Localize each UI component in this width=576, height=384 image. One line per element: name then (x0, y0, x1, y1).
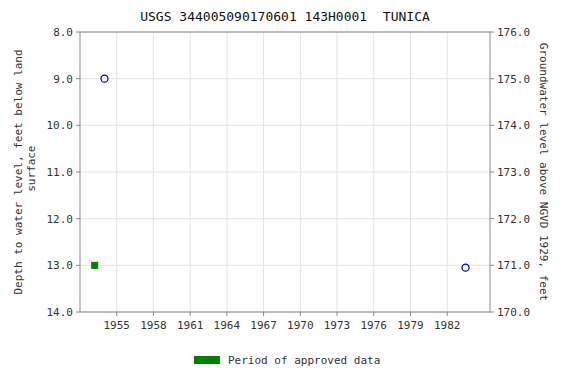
grid-line (80, 125, 490, 126)
tick-label: 172.0 (497, 213, 530, 226)
series (92, 262, 98, 268)
chart: 1955 1958 1961 1964 1967 1970 1973 1976 1979 1982… (0, 0, 576, 384)
tick-mark (76, 172, 80, 173)
tick-mark (490, 78, 494, 79)
tick-mark (76, 78, 80, 79)
y-axis-label-line: surface (25, 146, 38, 199)
tick-label: 13.0 (47, 259, 74, 272)
tick-label: 173.0 (497, 166, 530, 179)
tick-mark (300, 312, 301, 316)
grid-line (80, 78, 490, 79)
circle-marker (101, 75, 108, 82)
grid-line (80, 172, 490, 173)
tick-mark (76, 32, 80, 33)
y2-axis: 176.0 175.0 174.0 173.0 172.0 171.0 170.0 (490, 26, 530, 319)
tick-mark (490, 312, 494, 313)
grid-line (80, 265, 490, 266)
tick-mark (490, 218, 494, 219)
tick-label: 170.0 (497, 306, 530, 319)
tick-label: 1970 (287, 319, 314, 332)
y2-label-group: Groundwater level above NGVD 1929, feet (537, 43, 550, 301)
tick-mark (490, 125, 494, 126)
tick-mark (337, 312, 338, 316)
tick-label: 1955 (103, 319, 130, 332)
y-axis: 8.0 9.0 10.0 11.0 12.0 13.0 14.0 (47, 26, 81, 319)
tick-mark (153, 312, 154, 316)
tick-label: 1982 (434, 319, 461, 332)
tick-label: 11.0 (47, 166, 74, 179)
grid-line (80, 218, 490, 219)
title: USGS 344005090170601 143H0001 TUNICA (140, 9, 430, 24)
tick-label: 1976 (360, 319, 387, 332)
tick-label: 174.0 (497, 119, 530, 132)
tick-label: 8.0 (53, 26, 73, 39)
tick-mark (76, 312, 80, 313)
tick-label: 175.0 (497, 73, 530, 86)
circle-marker (462, 264, 469, 271)
tick-mark (190, 312, 191, 316)
tick-mark (447, 312, 448, 316)
y2-axis-label: Groundwater level above NGVD 1929, feet (537, 43, 550, 301)
grid (80, 32, 490, 312)
legend-label: Period of approved data (228, 354, 380, 367)
tick-mark (410, 312, 411, 316)
tick-label: 12.0 (47, 213, 74, 226)
tick-label: 10.0 (47, 119, 74, 132)
tick-mark (76, 125, 80, 126)
tick-label: 14.0 (47, 306, 74, 319)
tick-label: 171.0 (497, 259, 530, 272)
y-axis-label-line: Depth to water level, feet below land (12, 49, 25, 294)
tick-mark (490, 172, 494, 173)
square-marker (92, 262, 98, 268)
tick-label: 1958 (140, 319, 167, 332)
legend-swatch (194, 356, 220, 364)
tick-mark (373, 312, 374, 316)
y-axis-label: Depth to water level, feet below land su… (12, 49, 38, 294)
plot-frame (80, 32, 490, 312)
tick-label: 1973 (324, 319, 351, 332)
tick-mark (263, 312, 264, 316)
tick-mark (76, 218, 80, 219)
tick-mark (76, 265, 80, 266)
tick-mark (226, 312, 227, 316)
tick-label: 1967 (250, 319, 277, 332)
y-label-group: Depth to water level, feet below land su… (12, 49, 38, 294)
tick-mark (116, 312, 117, 316)
tick-label: 1979 (397, 319, 424, 332)
series (101, 75, 469, 271)
tick-mark (490, 265, 494, 266)
tick-label: 1961 (177, 319, 204, 332)
tick-label: 9.0 (53, 73, 73, 86)
marks (92, 75, 469, 271)
tick-label: 1964 (214, 319, 241, 332)
tick-label: 176.0 (497, 26, 530, 39)
legend: Period of approved data (194, 354, 380, 367)
x-axis: 1955 1958 1961 1964 1967 1970 1973 1976 1979 1982 (103, 312, 460, 332)
tick-mark (490, 32, 494, 33)
